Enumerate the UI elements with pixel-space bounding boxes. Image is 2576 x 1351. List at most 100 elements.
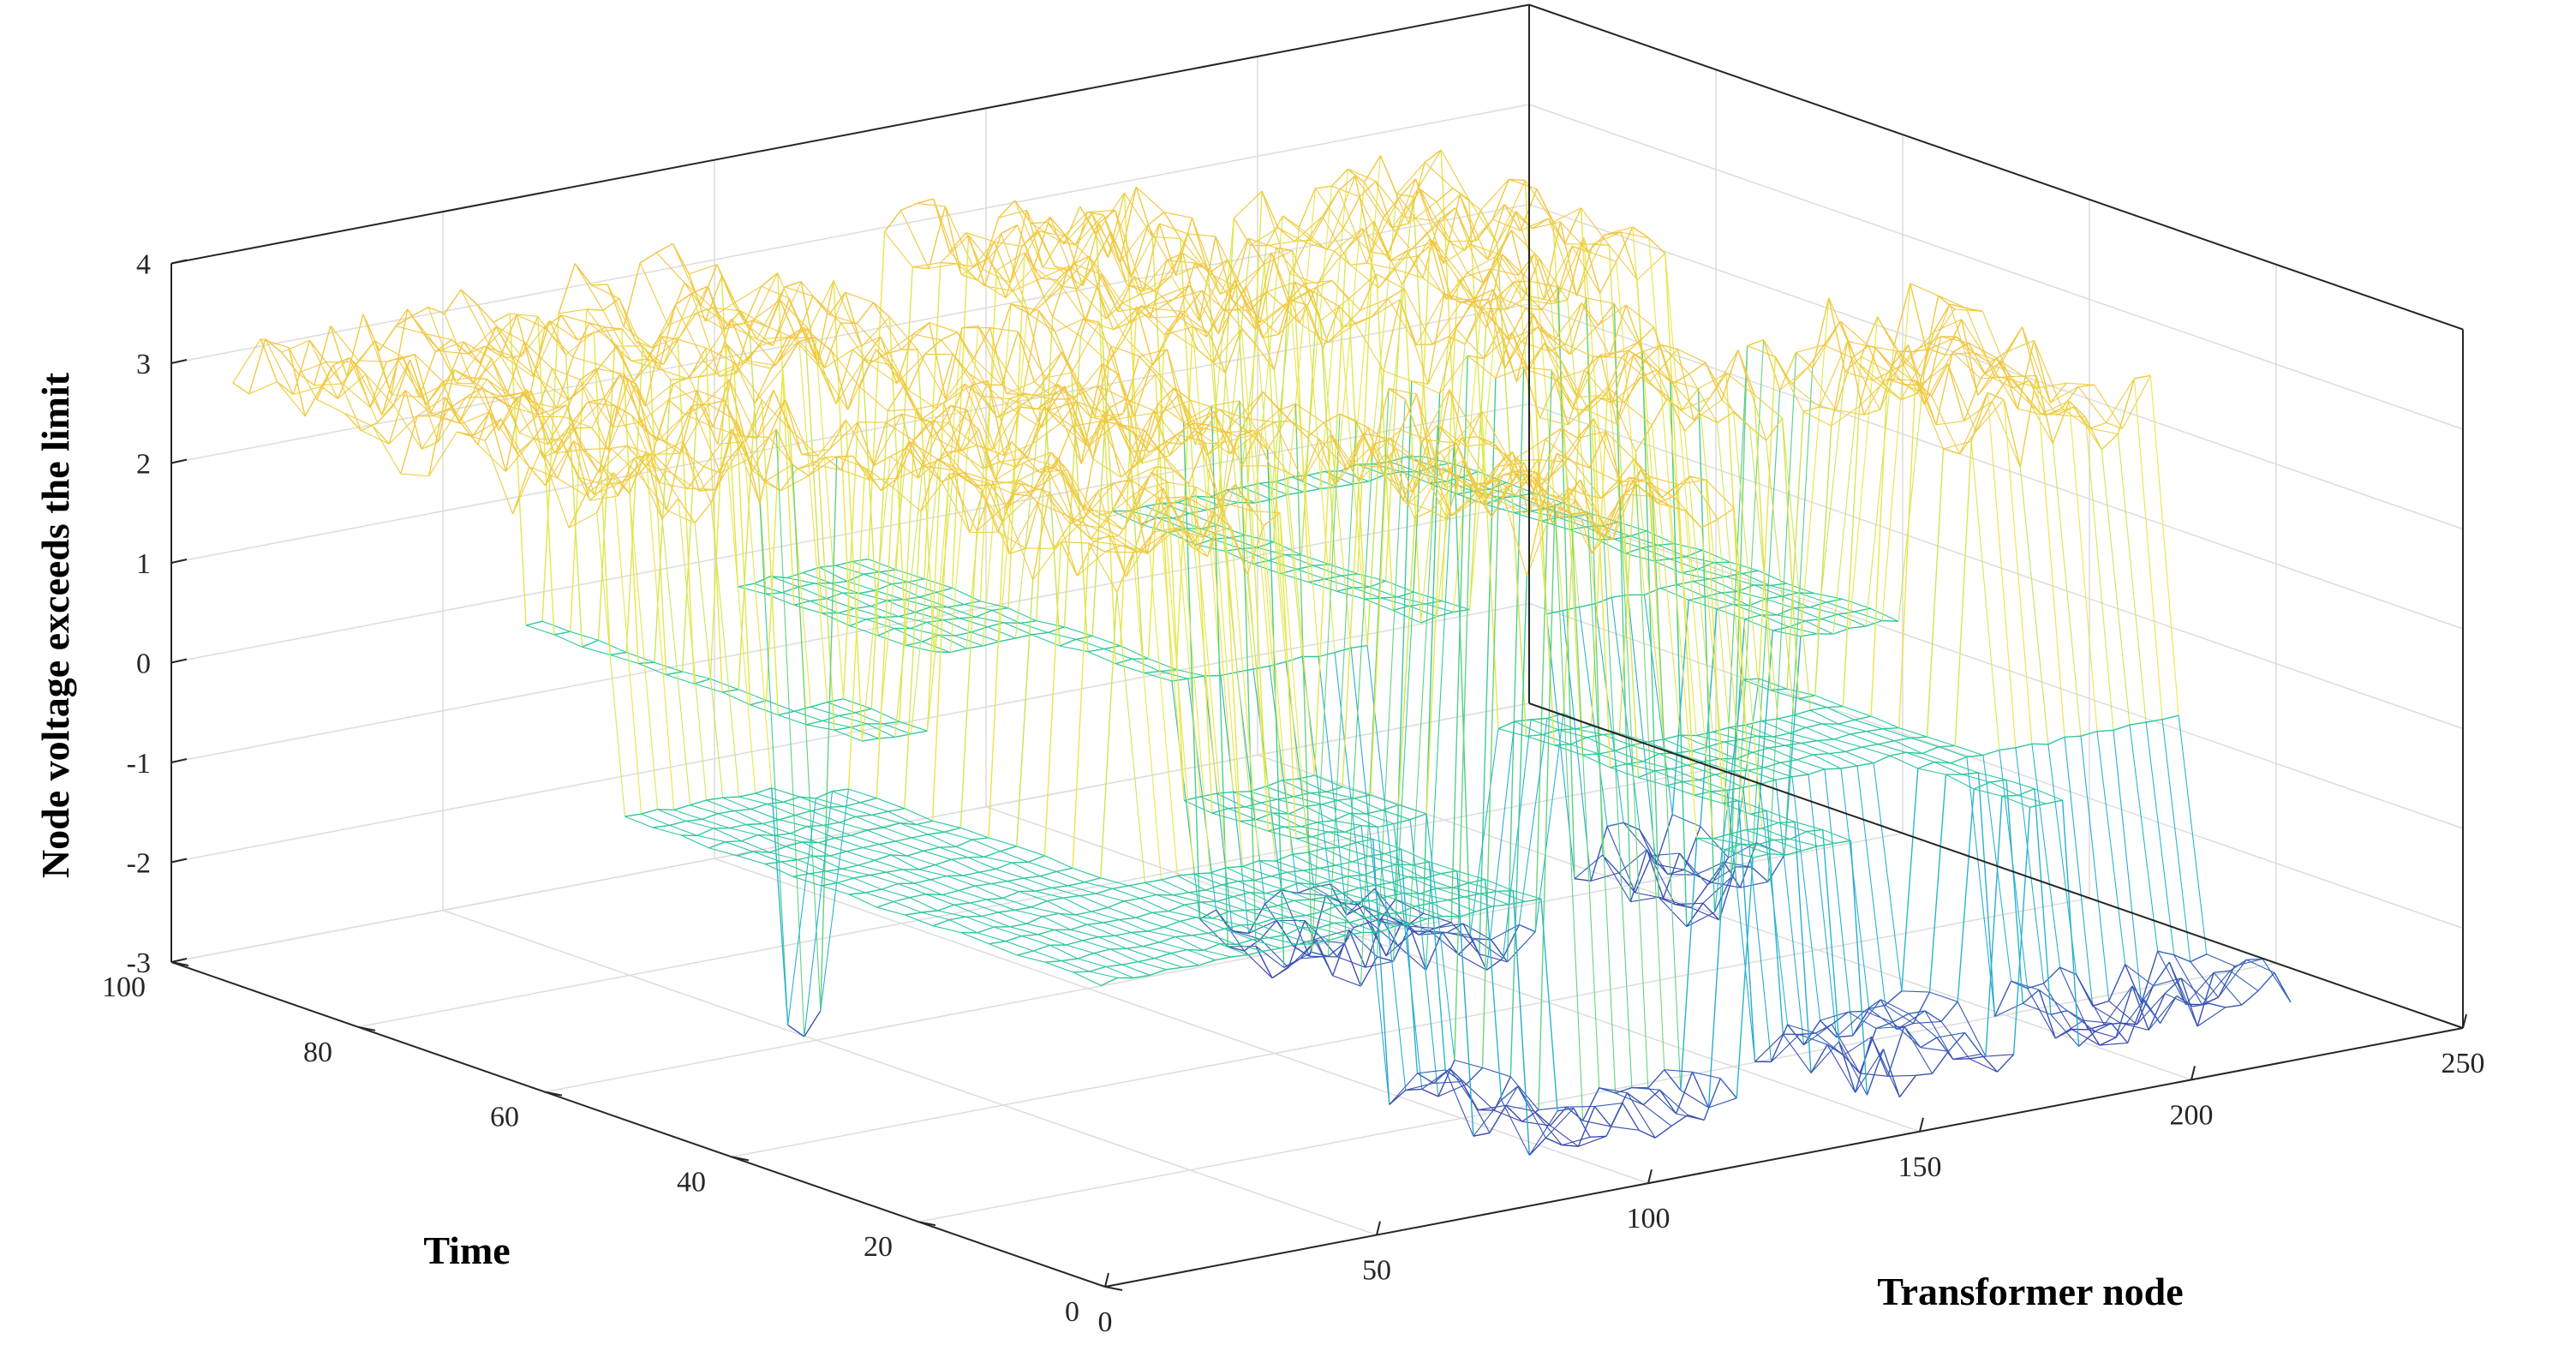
surface-mesh-segment (537, 316, 555, 635)
surface-mesh-segment (1298, 882, 1316, 886)
surface-mesh-segment (1090, 374, 1119, 417)
surface-mesh-segment (970, 899, 987, 904)
surface-mesh-segment (1671, 768, 1700, 780)
surface-mesh-segment (1398, 804, 1427, 815)
surface-mesh-segment (834, 729, 863, 742)
surface-mesh-segment (409, 359, 439, 442)
surface-mesh-segment (265, 338, 294, 395)
surface-mesh-segment (2257, 971, 2275, 992)
surface-mesh-segment (1963, 1031, 1982, 1055)
surface-mesh-segment (1198, 427, 1226, 433)
surface-mesh-segment (738, 403, 756, 690)
surface-mesh-segment (1620, 231, 1649, 239)
surface-mesh-segment (1436, 344, 1466, 617)
surface-mesh-segment (1342, 902, 1359, 906)
surface-mesh-segment (2115, 999, 2145, 1038)
surface-mesh-segment (1130, 479, 1159, 499)
surface-mesh-segment (1955, 745, 1984, 756)
surface-mesh-segment (1984, 374, 2014, 389)
surface-mesh-segment (1744, 619, 1773, 631)
surface-mesh-segment (661, 498, 679, 520)
surface-mesh-segment (1762, 339, 1781, 391)
surface-mesh-segment (1598, 304, 1627, 326)
surface-mesh-segment (1001, 385, 1031, 400)
surface-mesh-segment (1576, 394, 1605, 398)
surface-mesh-segment (796, 296, 814, 340)
surface-mesh-segment (931, 474, 950, 822)
surface-mesh-segment (834, 726, 851, 731)
surface-mesh-segment (874, 854, 892, 861)
surface-mesh-segment (1033, 950, 1062, 962)
y-tick-label: 60 (490, 1102, 519, 1133)
surface-mesh-segment (1568, 487, 1598, 534)
x-tick-label: 0 (1098, 1306, 1113, 1338)
surface-mesh-segment (786, 841, 803, 847)
grid-line-floor-y (731, 897, 2090, 1158)
surface-mesh-segment (1543, 246, 1573, 300)
surface-mesh-segment (1367, 427, 1385, 477)
surface-mesh-segment (758, 345, 776, 366)
surface-mesh-segment (644, 383, 674, 407)
surface-mesh-segment (1806, 828, 1823, 833)
surface-mesh-segment (586, 308, 603, 311)
surface-mesh-segment (1927, 736, 1956, 747)
surface-mesh-segment (671, 472, 689, 489)
surface-mesh-segment (807, 328, 837, 404)
surface-mesh-segment (1766, 810, 1784, 1035)
surface-mesh-segment (1607, 386, 1625, 404)
surface-mesh-segment (1083, 318, 1112, 347)
surface-mesh-segment (1723, 861, 1741, 888)
surface-mesh-segment (1519, 469, 1537, 473)
surface-mesh-segment (1541, 286, 1559, 311)
surface-mesh-segment (696, 313, 725, 330)
surface-mesh-segment (1581, 302, 1611, 356)
surface-mesh-segment (1814, 426, 1832, 696)
surface-mesh-segment (1732, 603, 1761, 616)
surface-mesh-segment (1733, 508, 1751, 815)
surface-mesh-segment (762, 819, 780, 825)
surface-mesh-segment (1635, 451, 1665, 739)
surface-mesh-segment (1363, 868, 1381, 876)
surface-mesh-segment (1144, 429, 1173, 469)
surface-mesh-segment (1025, 392, 1054, 400)
surface-mesh-segment (666, 441, 684, 511)
surface-mesh-segment (1184, 796, 1201, 802)
surface-mesh-segment (649, 454, 679, 499)
surface-mesh-segment (1457, 278, 1487, 328)
surface-mesh-segment (1191, 218, 1210, 273)
surface-mesh-segment (1431, 899, 1449, 904)
surface-mesh-segment (1121, 294, 1139, 304)
surface-mesh-segment (1889, 751, 1907, 756)
surface-mesh-segment (442, 377, 471, 382)
surface-mesh-segment (703, 428, 732, 468)
surface-mesh-segment (1368, 855, 1397, 865)
surface-mesh-segment (856, 302, 875, 325)
surface-mesh-segment (1688, 362, 1706, 375)
surface-mesh-segment (1261, 190, 1279, 229)
surface-mesh-segment (1147, 224, 1177, 276)
surface-mesh-segment (540, 449, 570, 529)
surface-mesh-segment (1882, 728, 1911, 738)
surface-mesh-segment (1392, 442, 1422, 962)
surface-mesh-segment (680, 834, 709, 849)
surface-mesh-segment (1824, 768, 1854, 1036)
surface-mesh-segment (1705, 595, 1734, 606)
surface-mesh-segment (1987, 392, 2017, 748)
surface-mesh-segment (488, 411, 518, 454)
surface-mesh-segment (861, 316, 890, 347)
surface-mesh-segment (631, 415, 648, 433)
surface-mesh-segment (1199, 796, 1229, 810)
surface-mesh-segment (1398, 912, 1427, 920)
surface-mesh-segment (1151, 912, 1180, 922)
surface-mesh-segment (1530, 719, 1559, 731)
surface-mesh-segment (1400, 429, 1429, 441)
surface-mesh-segment (810, 598, 827, 602)
surface-mesh-segment (993, 481, 1022, 485)
surface-mesh-segment (1004, 505, 1034, 580)
surface-mesh-segment (1647, 741, 1676, 754)
surface-mesh-segment (713, 828, 742, 842)
surface-mesh-segment (1809, 607, 1838, 615)
surface-mesh-segment (1908, 1013, 1938, 1038)
surface-mesh-segment (1306, 242, 1335, 252)
surface-mesh-segment (2066, 1010, 2096, 1032)
